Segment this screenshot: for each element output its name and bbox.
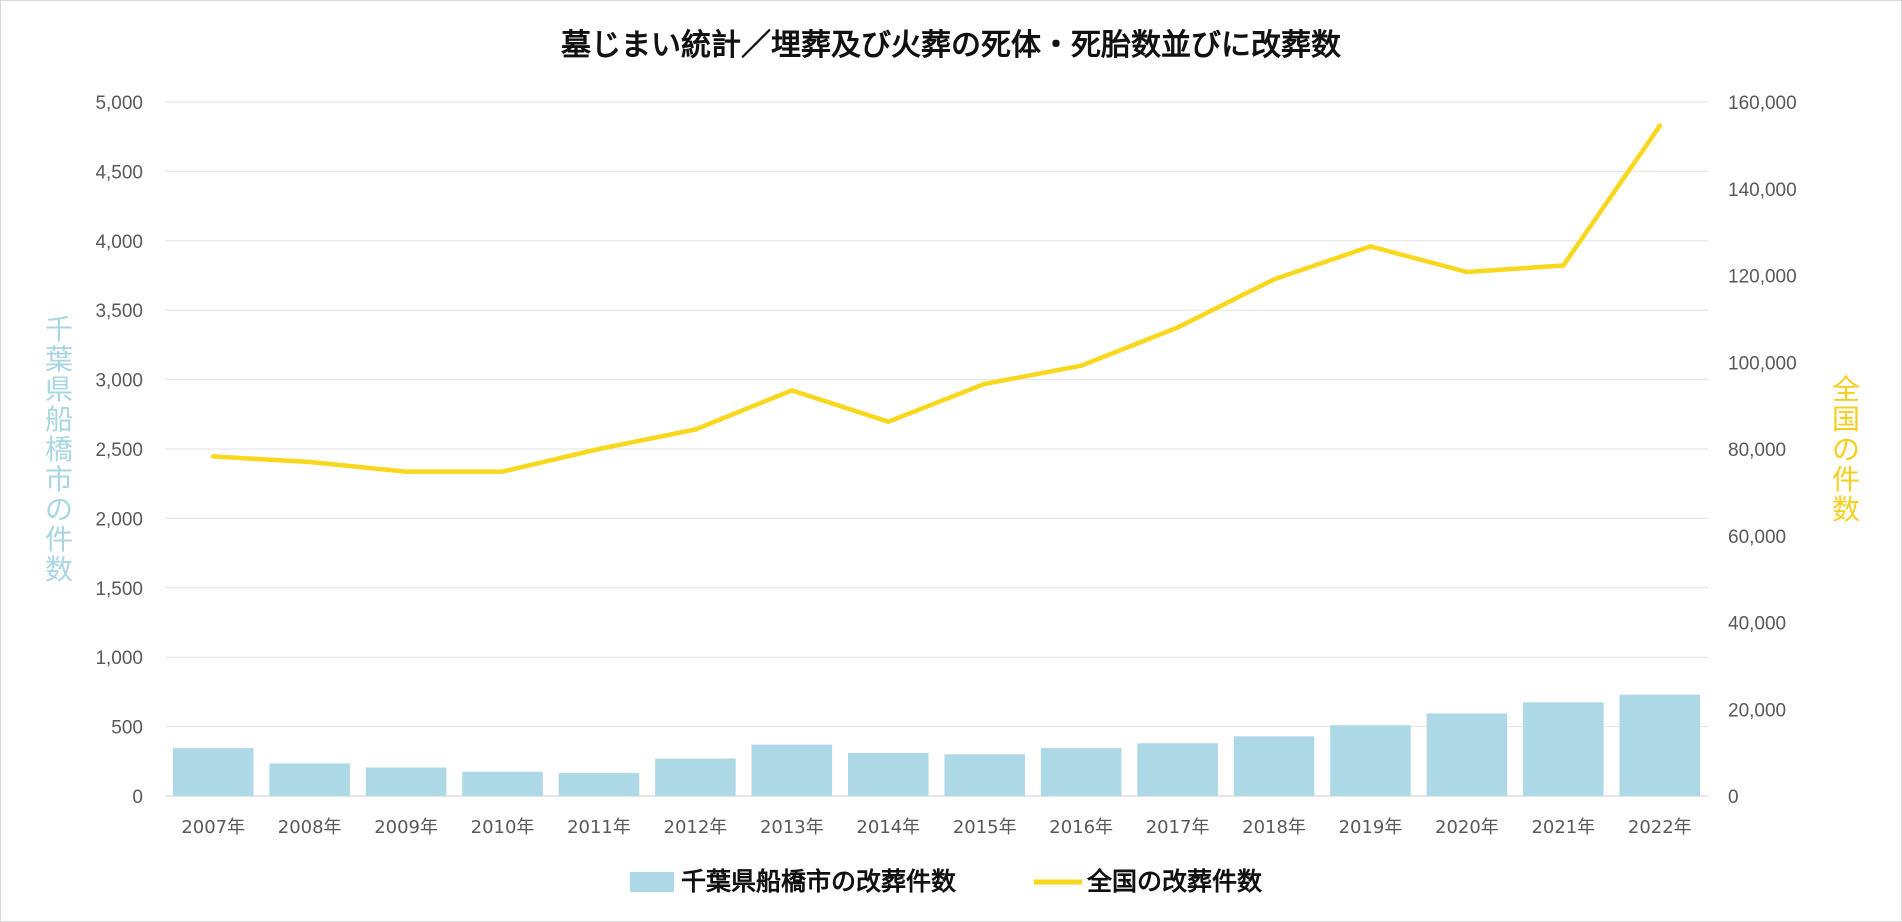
- bar: [269, 763, 350, 796]
- line-point: [789, 388, 795, 393]
- legend-label-bar: 千葉県船橋市の改葬件数: [681, 867, 957, 896]
- x-tick-label: 2015年: [953, 817, 1017, 838]
- bar: [751, 744, 833, 796]
- line-point: [596, 446, 602, 452]
- left-axis-ticks: 0 500 1,000 1,500 2,000 2,500 3,000 3,500 4,000 4…: [95, 93, 143, 808]
- bar: [1233, 736, 1315, 796]
- line-point: [211, 454, 216, 459]
- bar: [1619, 694, 1701, 796]
- line-point: [1464, 269, 1470, 275]
- axis-title-char: 市: [45, 463, 73, 496]
- bar: [1426, 713, 1508, 796]
- legend-label-line: 全国の改葬件数: [1086, 867, 1263, 896]
- left-tick-label: 3,500: [95, 301, 143, 322]
- x-tick-label: 2020年: [1435, 817, 1499, 838]
- bar: [558, 773, 640, 796]
- line-point: [886, 419, 891, 424]
- axis-title-char: 葉: [45, 343, 73, 376]
- bar-series: [172, 694, 1701, 796]
- x-tick-label: 2008年: [278, 817, 342, 838]
- line-series: [210, 123, 1663, 474]
- axis-title-char: 数: [1832, 493, 1860, 526]
- line-path: [210, 123, 1663, 474]
- left-tick-label: 2,500: [95, 440, 143, 461]
- bar: [848, 752, 929, 796]
- x-tick-label: 2019年: [1339, 817, 1403, 838]
- bar: [1040, 748, 1122, 796]
- axis-title-char: 県: [45, 373, 73, 406]
- line-point: [1175, 325, 1180, 330]
- x-tick-label: 2016年: [1049, 817, 1113, 838]
- left-tick-label: 500: [111, 718, 143, 739]
- x-tick-label: 2012年: [664, 817, 728, 838]
- right-tick-label: 160,000: [1728, 93, 1797, 114]
- line-point: [1561, 263, 1566, 268]
- axis-title-char: 千: [45, 313, 73, 346]
- x-tick-label: 2011年: [567, 817, 631, 838]
- left-tick-label: 2,000: [95, 509, 143, 530]
- x-axis-ticks: 2007年 2008年 2009年 2010年 2011年 2012年 2013年 2014年…: [181, 817, 1691, 838]
- axis-title-char: の: [1832, 433, 1860, 466]
- x-tick-label: 2007年: [181, 817, 245, 838]
- bar: [1330, 725, 1411, 796]
- legend-swatch-bar: [630, 872, 674, 892]
- right-tick-label: 60,000: [1728, 527, 1786, 548]
- x-tick-label: 2017年: [1146, 817, 1210, 838]
- line-point: [982, 381, 987, 387]
- x-tick-label: 2013年: [760, 817, 824, 838]
- right-tick-label: 120,000: [1728, 267, 1797, 288]
- x-tick-label: 2014年: [856, 817, 920, 838]
- bar: [1137, 743, 1218, 796]
- right-tick-label: 100,000: [1728, 353, 1797, 374]
- axis-title-char: 全: [1832, 373, 1860, 406]
- bar: [462, 771, 543, 796]
- axis-title-char: 船: [45, 403, 73, 436]
- left-tick-label: 3,000: [95, 371, 143, 392]
- x-tick-label: 2018年: [1242, 817, 1306, 838]
- axis-title-char: 件: [45, 523, 73, 556]
- axis-title-char: の: [45, 493, 73, 526]
- bar: [365, 767, 447, 796]
- x-tick-label: 2010年: [471, 817, 535, 838]
- axis-title-char: 国: [1832, 403, 1860, 436]
- left-tick-label: 1,000: [95, 648, 143, 669]
- line-point: [1271, 277, 1277, 282]
- x-tick-label: 2021年: [1531, 817, 1595, 838]
- right-tick-label: 140,000: [1728, 180, 1797, 201]
- right-tick-label: 40,000: [1728, 614, 1786, 635]
- left-tick-label: 5,000: [95, 93, 143, 114]
- left-tick-label: 1,500: [95, 579, 143, 600]
- bar: [944, 754, 1025, 796]
- line-point: [1078, 363, 1084, 368]
- right-axis-ticks: 0 20,000 40,000 60,000 80,000 100,000 120,000 1…: [1728, 93, 1797, 808]
- line-point: [307, 459, 312, 465]
- line-point: [500, 469, 505, 474]
- gridlines: [165, 101, 1708, 797]
- axis-title-char: 件: [1832, 463, 1860, 496]
- line-point: [1368, 244, 1373, 249]
- x-tick-label: 2022年: [1628, 817, 1692, 838]
- legend: 千葉県船橋市の改葬件数 全国の改葬件数: [630, 867, 1263, 896]
- bar: [172, 748, 254, 796]
- left-tick-label: 4,500: [95, 162, 143, 183]
- bar: [1523, 702, 1604, 796]
- x-tick-label: 2009年: [374, 817, 438, 838]
- right-tick-label: 80,000: [1728, 440, 1786, 461]
- left-tick-label: 0: [132, 787, 143, 808]
- line-point: [1657, 123, 1662, 129]
- right-tick-label: 20,000: [1728, 700, 1786, 721]
- bar: [655, 758, 736, 796]
- axis-title-char: 橋: [45, 433, 73, 466]
- left-tick-label: 4,000: [95, 232, 143, 253]
- chart-title: 墓じまい統計／埋葬及び火葬の死体・死胎数並びに改葬数: [560, 28, 1342, 63]
- line-point: [693, 427, 698, 432]
- line-point: [403, 469, 409, 474]
- right-tick-label: 0: [1728, 787, 1739, 808]
- axis-title-char: 数: [45, 553, 73, 586]
